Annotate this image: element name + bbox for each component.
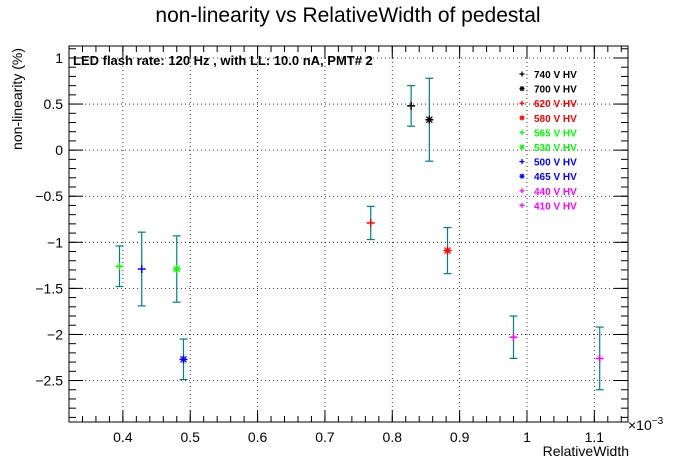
legend-entry: 700 V HV — [519, 85, 577, 96]
legend-label: 740 V HV — [534, 70, 577, 81]
legend: 740 V HV 700 V HV 620 V HV 580 V HV 565 V HV… — [519, 70, 577, 212]
chart-title: non-linearity vs RelativeWidth of pedest… — [155, 4, 540, 27]
marker-diag — [173, 265, 181, 273]
data-point — [366, 218, 375, 227]
x-multiplier: ×10−3 — [628, 416, 664, 433]
legend-entry: 530 V HV — [519, 143, 577, 154]
legend-label: 580 V HV — [534, 114, 577, 125]
axis-ticks — [68, 46, 628, 422]
legend-entry: 580 V HV — [519, 114, 577, 125]
data-points — [115, 77, 604, 391]
y-tick-label: −1 — [47, 234, 63, 250]
x-tick-label: 0.5 — [180, 429, 200, 445]
data-point — [425, 115, 434, 124]
y-tick-label: 1 — [55, 50, 63, 66]
legend-marker — [519, 86, 525, 91]
y-tick-label: −1.5 — [35, 280, 63, 296]
y-tick-labels: −2.5 −2 −1.5 −1 −0.5 0 0.5 1 — [35, 50, 63, 389]
data-point — [509, 333, 518, 342]
legend-label: 700 V HV — [534, 85, 577, 96]
x-tick-label: 0.7 — [315, 429, 335, 445]
x-multiplier-exponent: −3 — [652, 416, 664, 427]
y-tick-label: −2 — [47, 326, 63, 342]
legend-label: 620 V HV — [534, 99, 577, 110]
x-multiplier-base: ×10 — [628, 417, 652, 433]
x-tick-label: 0.9 — [450, 429, 470, 445]
legend-entry: 620 V HV — [519, 99, 577, 110]
x-tick-label: 0.6 — [248, 429, 268, 445]
legend-label: 410 V HV — [534, 201, 577, 212]
y-axis-label: non-linearity (%) — [9, 48, 25, 150]
marker-diag — [425, 116, 433, 124]
data-point — [595, 354, 604, 363]
legend-entry: 740 V HV — [519, 70, 577, 81]
annotation-text: LED flash rate: 120 Hz , with LL: 10.0 n… — [73, 53, 373, 68]
legend-marker — [519, 173, 525, 179]
legend-marker — [519, 115, 525, 121]
legend-entry: 500 V HV — [519, 158, 577, 169]
legend-entry: 410 V HV — [519, 201, 577, 212]
data-point — [407, 101, 416, 110]
legend-entry: 565 V HV — [519, 128, 577, 139]
y-tick-label: 0.5 — [44, 96, 64, 112]
legend-entry: 465 V HV — [519, 172, 577, 183]
plot-frame — [68, 45, 629, 423]
marker-diag — [180, 355, 187, 363]
x-tick-labels: 0.4 0.5 0.6 0.7 0.8 0.9 1 1.1 — [113, 429, 604, 445]
x-tick-label: 1.1 — [585, 429, 605, 445]
data-point — [137, 265, 146, 274]
legend-label: 500 V HV — [534, 158, 577, 169]
legend-label: 465 V HV — [534, 172, 577, 183]
y-tick-label: 0 — [55, 142, 63, 158]
x-tick-label: 0.8 — [383, 429, 403, 445]
legend-label: 530 V HV — [534, 143, 577, 154]
data-point — [115, 262, 124, 271]
legend-label: 565 V HV — [534, 128, 577, 139]
x-axis-label: RelativeWidth — [543, 443, 629, 459]
y-tick-label: −2.5 — [35, 373, 63, 389]
legend-entry: 440 V HV — [519, 187, 577, 198]
grid — [69, 46, 628, 422]
x-tick-label: 0.4 — [113, 429, 133, 445]
data-point — [179, 355, 188, 364]
data-point — [172, 265, 181, 274]
data-point — [443, 246, 452, 255]
y-tick-label: −0.5 — [35, 188, 63, 204]
legend-label: 440 V HV — [534, 187, 577, 198]
x-tick-label: 1 — [523, 429, 531, 445]
marker-diag — [444, 247, 451, 255]
legend-marker — [519, 144, 525, 150]
